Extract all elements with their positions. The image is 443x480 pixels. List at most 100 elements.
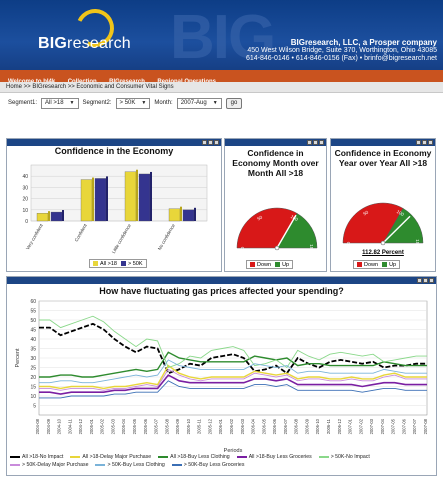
series-line [39, 380, 427, 399]
month-label: Month: [154, 100, 173, 106]
close-icon[interactable] [429, 278, 434, 283]
legend-item: > 50K-Buy Less Groceries [171, 461, 244, 469]
bar-side [48, 211, 50, 221]
percent-label: 112.82 Percent [362, 250, 404, 256]
x-tick-label: Little confidence [111, 223, 132, 255]
minimize-icon[interactable] [417, 278, 422, 283]
y-tick-label: 20 [30, 375, 36, 381]
x-tick-label: Confident [74, 222, 89, 242]
y-tick-label: 10 [30, 394, 36, 400]
chevron-down-icon: ▼ [141, 99, 147, 106]
legend-swatch [275, 261, 281, 267]
bar [124, 171, 137, 222]
legend-label: > 50K-No Impact [330, 454, 370, 460]
bar-side [62, 210, 64, 221]
x-tick-label: 2004-12 [78, 418, 83, 434]
x-tick-label: 2004-09 [46, 418, 51, 434]
minimize-icon[interactable] [416, 140, 421, 145]
y-tick-label: 30 [22, 185, 28, 191]
maximize-icon[interactable] [313, 140, 318, 145]
gauge-tick-label: 50 [362, 209, 369, 216]
bar [168, 208, 181, 222]
legend-label: All >18-No Impact [22, 454, 64, 460]
bar [36, 213, 49, 222]
segment2-label: Segment2: [82, 100, 112, 106]
big-watermark: BIG [170, 3, 276, 70]
site-logo[interactable]: BIGresearch [38, 35, 131, 53]
legend-label: > 50K-Buy Less Clothing [107, 462, 165, 468]
x-tick-label: 2007-02 [358, 418, 363, 434]
gauge-tick-label: 150 [415, 239, 420, 247]
logo-bold: BIG [38, 35, 68, 52]
legend-label: All >18-Delay Major Purchase [82, 454, 152, 460]
gauge-up-arc [382, 208, 424, 244]
x-tick-label: 2006-04 [251, 418, 256, 434]
bar-side [106, 176, 108, 221]
legend-item: > 50K-No Impact [318, 453, 370, 461]
segment1-value: All >18 [45, 99, 64, 106]
legend-item: > 50K [120, 261, 143, 267]
segment2-select[interactable]: > 50K ▼ [115, 97, 151, 109]
bar-side [180, 206, 182, 221]
bar-side [136, 169, 138, 221]
series-line [39, 359, 427, 384]
legend-item: Up [275, 262, 289, 268]
gauge-needle [382, 215, 411, 244]
x-tick-label: 2004-10 [57, 418, 62, 434]
bar [94, 178, 107, 222]
gauge-tick-label: 0 [346, 241, 351, 244]
x-tick-label: 2005-09 [175, 418, 180, 434]
minimize-icon[interactable] [307, 140, 312, 145]
maximize-icon[interactable] [422, 140, 427, 145]
x-tick-label: 2004-11 [67, 418, 72, 434]
month-select[interactable]: 2007-Aug ▼ [176, 97, 222, 109]
x-tick-label: 2005-11 [197, 418, 202, 434]
x-tick-label: 2006-11 [326, 418, 331, 434]
x-tick-label: 2005-05 [132, 418, 137, 434]
y-tick-label: 5 [33, 404, 36, 410]
legend-label: All >18-Buy Less Groceries [248, 454, 312, 460]
panel-titlebar [7, 139, 221, 146]
series-line [39, 315, 427, 369]
series-line [39, 322, 427, 375]
line-chart-legend: All >18-No Impact All >18-Delay Major Pur… [10, 453, 435, 469]
panel-titlebar [225, 139, 326, 146]
y-tick-label: 40 [30, 337, 36, 343]
x-tick-label: 2005-07 [154, 418, 159, 434]
y-tick-label: 35 [30, 347, 36, 353]
bar-side [150, 171, 152, 221]
gauge-tick-label: 0 [240, 246, 245, 249]
legend-line-swatch [318, 456, 329, 458]
x-tick-label: 2007-04 [380, 418, 385, 434]
go-button[interactable]: go [225, 97, 243, 109]
x-tick-label: Very confident [25, 222, 44, 250]
legend-swatch [382, 261, 388, 267]
x-tick-label: 2005-08 [164, 418, 169, 434]
bar [50, 211, 63, 222]
x-tick-label: 2005-10 [186, 418, 191, 434]
legend-line-swatch [10, 456, 20, 458]
close-icon[interactable] [319, 140, 324, 145]
bar [80, 179, 93, 222]
y-tick-label: 25 [30, 366, 36, 372]
minimize-icon[interactable] [202, 140, 207, 145]
segment1-select[interactable]: All >18 ▼ [41, 97, 79, 109]
legend-swatch [250, 261, 255, 267]
close-icon[interactable] [214, 140, 219, 145]
maximize-icon[interactable] [423, 278, 428, 283]
legend-item: Down [250, 262, 271, 268]
year-gauge: 0 50 100 150 [342, 202, 424, 247]
legend-item: > 50K-Buy Less Clothing [95, 461, 165, 469]
legend-line-swatch [236, 456, 247, 458]
legend-item: All >18-No Impact [10, 453, 63, 461]
close-icon[interactable] [428, 140, 433, 145]
x-axis-label: Periods [224, 448, 243, 454]
breadcrumb: Home >> BIGresearch >> Economic and Cons… [0, 82, 443, 93]
y-tick-label: 10 [22, 208, 28, 214]
x-tick-label: 2007-08 [423, 418, 428, 434]
gauge-tick-label: 50 [256, 214, 263, 221]
panel-titlebar [7, 277, 436, 284]
gauge-hub [380, 240, 386, 246]
legend-line-swatch [158, 456, 169, 458]
maximize-icon[interactable] [208, 140, 213, 145]
